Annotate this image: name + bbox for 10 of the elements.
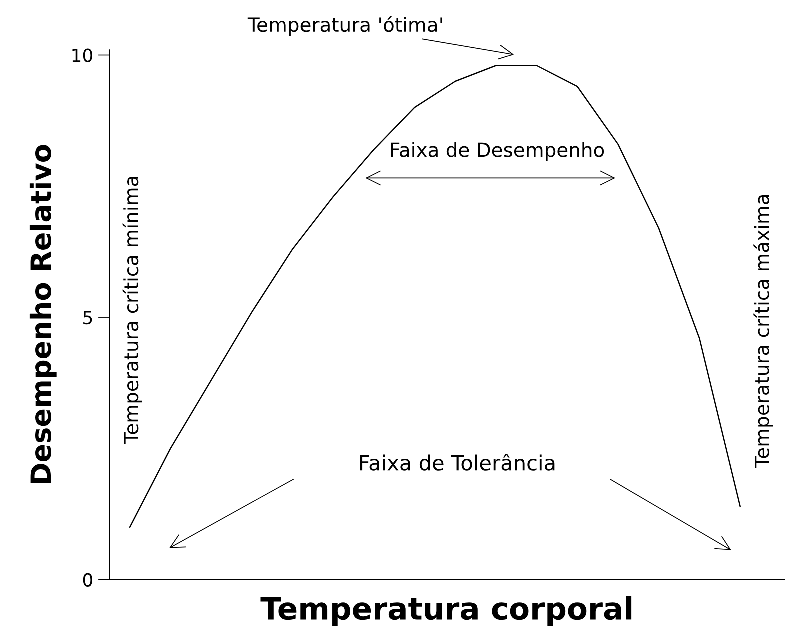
annotation: Temperatura crítica mínima (122, 177, 142, 444)
y-axis-title: Desempenho Relativo (30, 145, 57, 484)
annotation: Faixa de Desempenho (391, 142, 604, 162)
annotation: Faixa de Tolerância (360, 454, 555, 471)
y-tick-label: 10 (72, 48, 92, 62)
text: Temperatura 'ótima' (248, 16, 442, 36)
annotation: Temperatura crítica máxima (754, 195, 774, 468)
y-tick-label: 0 (83, 573, 92, 587)
x-axis-title: Temperatura corporal (260, 596, 632, 626)
y-tick-label: 5 (84, 311, 92, 325)
